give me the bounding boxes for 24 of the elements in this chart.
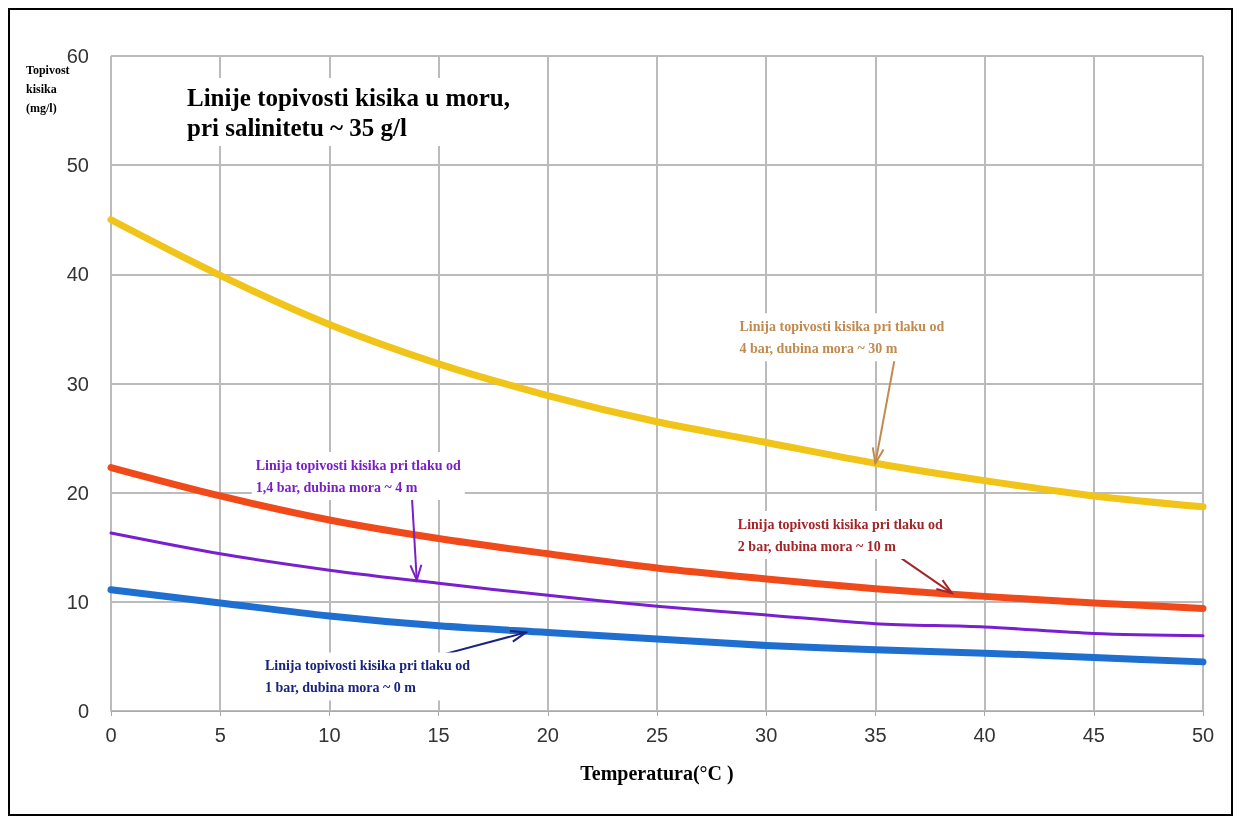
- x-tick-label: 35: [864, 724, 887, 746]
- y-tick-label: 50: [66, 154, 89, 177]
- y-tick-label: 0: [77, 700, 89, 722]
- x-tick-label: 45: [1082, 724, 1105, 746]
- text: Linije topivosti kisika u moru, pri salinitetu ~ 35 g/l: [187, 83, 510, 141]
- y-tick-label: 10: [66, 590, 89, 613]
- x-tick-label: 5: [214, 724, 226, 746]
- y-tick-label: 20: [66, 481, 89, 504]
- y-tick-label: 30: [66, 372, 89, 395]
- x-tick-label: 15: [427, 724, 450, 746]
- x-tick-label: 10: [318, 724, 341, 746]
- annotation: Linija topivosti kisika pri tlaku od 2 bar, dubina mora ~ 10 m: [737, 516, 944, 554]
- annotation: Linija topivosti kisika pri tlaku od 1 bar, dubina mora ~ 0 m: [264, 657, 471, 695]
- x-tick-label: 30: [755, 724, 778, 746]
- annotation: Linija topivosti kisika pri tlaku od 4 bar, dubina mora ~ 30 m: [739, 318, 945, 356]
- annotation: Linija topivosti kisika pri tlaku od 1,4 bar, dubina mora ~ 4 m: [255, 457, 461, 495]
- x-tick-label: 25: [645, 724, 669, 746]
- x-tick-label: 0: [105, 724, 117, 746]
- y-tick-label: 40: [66, 263, 89, 286]
- x-tick-label: 50: [1191, 724, 1215, 746]
- x-axis-title: Temperatura(°C ): [580, 762, 734, 785]
- line-series: [109, 531, 1205, 638]
- x-tick-label: 40: [973, 724, 996, 746]
- x-tick-label: 20: [536, 724, 559, 746]
